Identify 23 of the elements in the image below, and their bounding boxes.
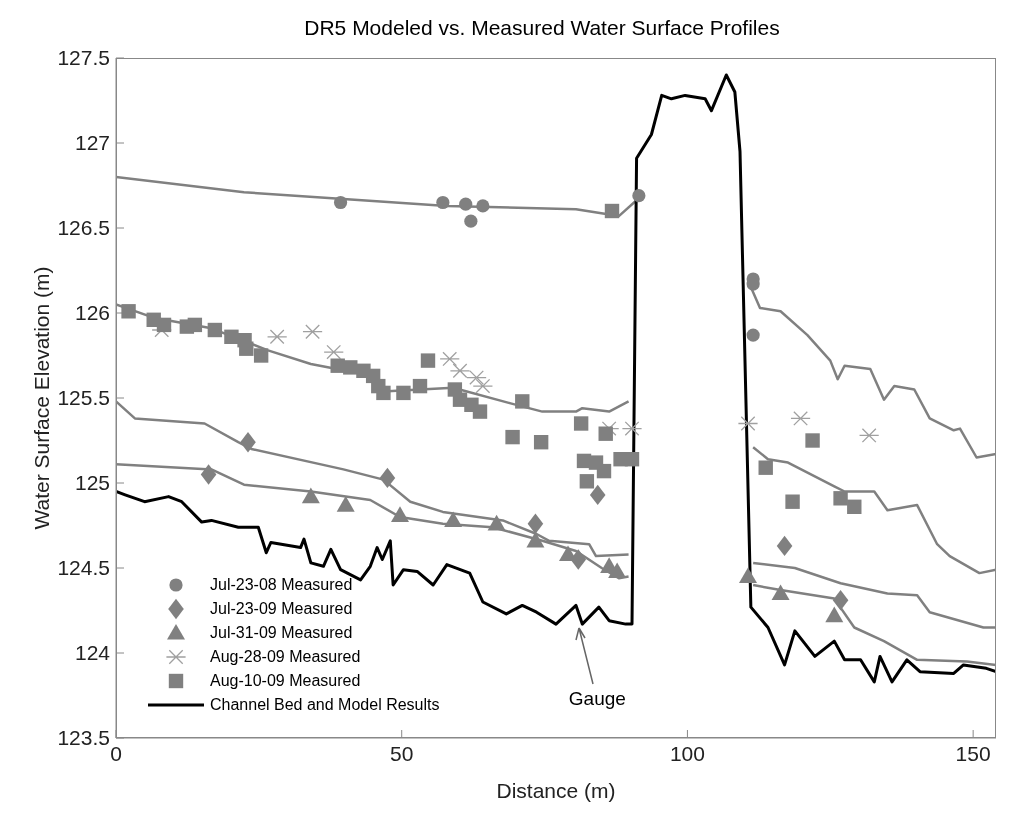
legend-label: Aug-10-09 Measured [210,671,361,691]
annotation: Gauge [568,688,626,711]
legend-label: Jul-31-09 Measured [210,623,353,643]
x-tick-label: 100 [669,741,705,765]
y-axis-title: Water Surface Elevation (m) [30,266,54,530]
y-tick-label: 124 [74,641,111,665]
chart-title: DR5 Modeled vs. Measured Water Surface Profiles [303,15,781,41]
x-tick-label: 50 [390,741,414,765]
legend-label: Jul-23-09 Measured [210,599,353,619]
y-tick-label: 123.5 [57,726,110,750]
legend-label: Channel Bed and Model Results [210,695,440,715]
y-tick-label: 127.5 [57,46,110,70]
legend-label: Jul-23-08 Measured [210,575,353,595]
y-tick-label: 126.5 [57,216,110,240]
y-tick-label: 124.5 [57,556,110,580]
x-axis-title: Distance (m) [496,779,616,802]
legend-label: Aug-28-09 Measured [210,647,361,667]
y-tick-label: 125.5 [57,386,110,410]
y-tick-label: 125 [74,471,110,495]
y-tick-label: 126 [74,301,110,325]
x-tick-label: 150 [955,741,991,765]
y-tick-label: 127 [74,131,110,155]
x-tick-label: 0 [110,741,122,765]
